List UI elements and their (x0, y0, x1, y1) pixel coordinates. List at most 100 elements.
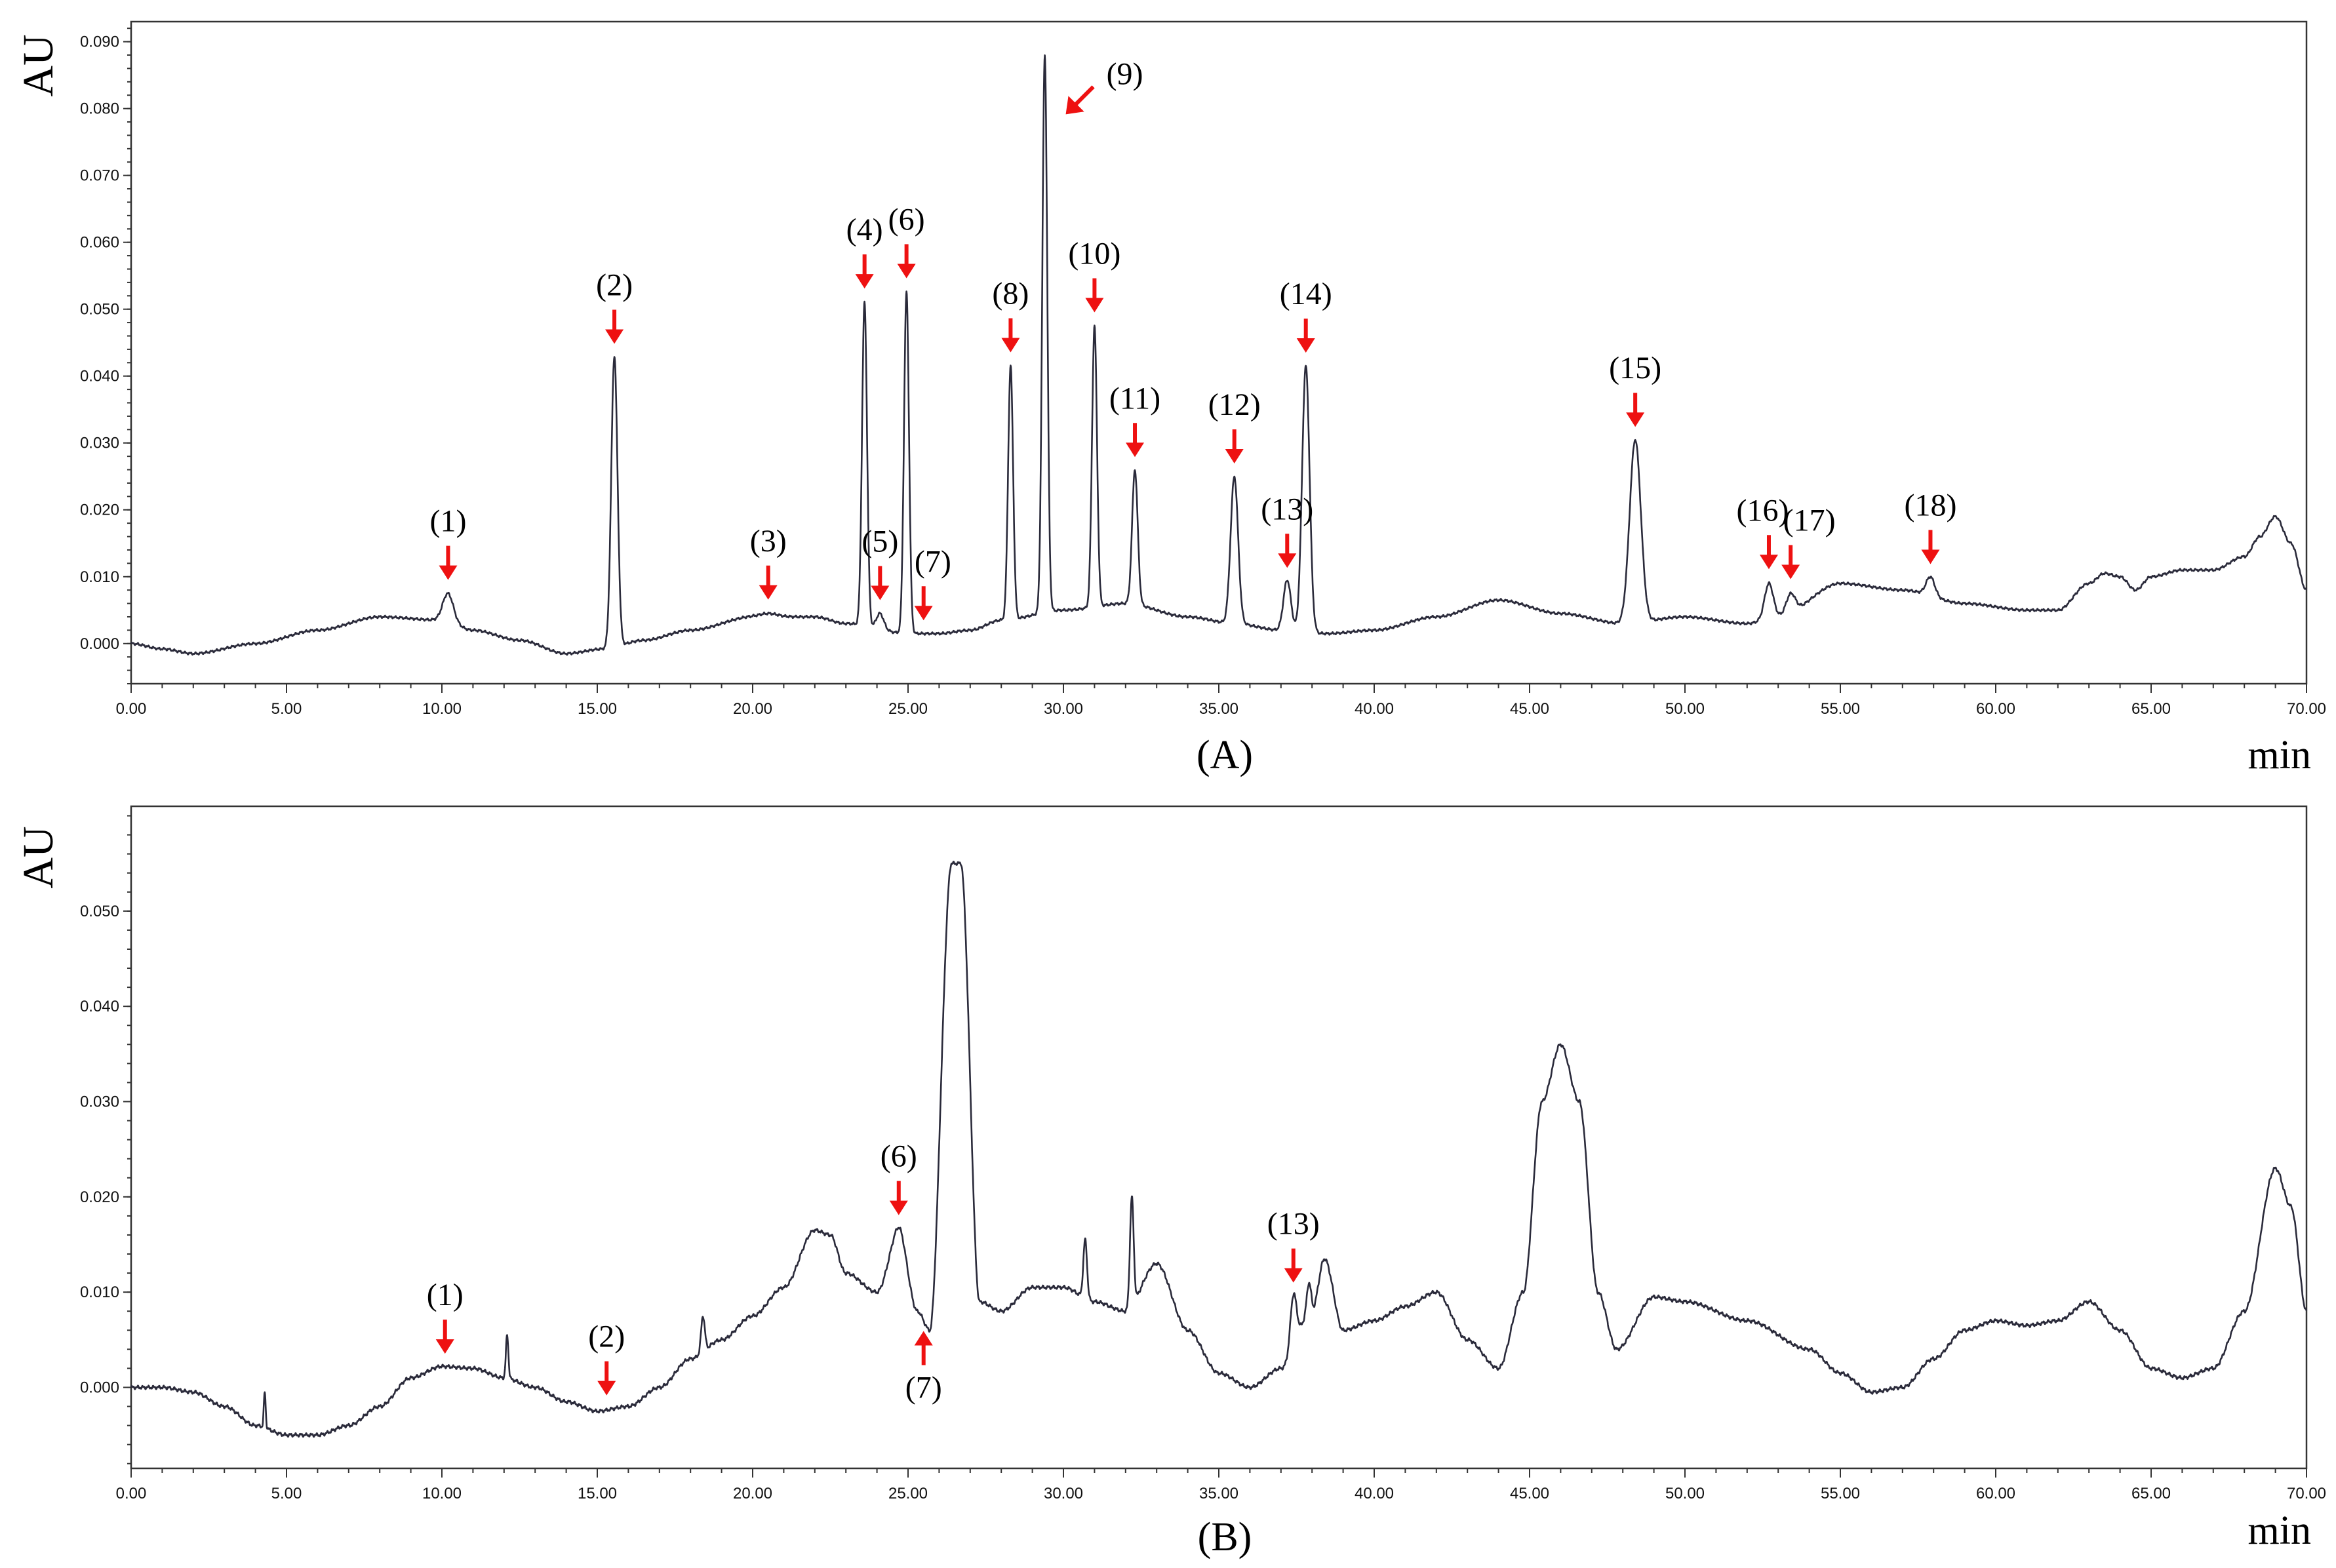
panel-b-x-tick-label: 0.00 (116, 1485, 147, 1502)
panel-b-ticks: 0.00 5.00 10.00 15.00 20.00 25.00 30.00 35.00 40… (80, 815, 2326, 1502)
panel-b-peak-annotations: (1) (2) (6) (7) (13) (427, 1139, 1320, 1405)
panel-b-peak-label: (1) (427, 1278, 464, 1312)
panel-b-y-tick-label: 0.020 (80, 1188, 119, 1206)
panel-a-peak-label: (8) (992, 277, 1029, 311)
panel-b-y-tick-label: 0.050 (80, 903, 119, 920)
panel-b-x-tick-label: 20.00 (733, 1485, 772, 1502)
panel-a-x-tick-label: 45.00 (1510, 700, 1549, 718)
panel-a-peak-arrow-head (1126, 442, 1145, 458)
panel-b-peak-arrow-head (435, 1339, 454, 1354)
panel-a-peak-annotations: (1) (2) (3) (4) (5) (6) (7) (8) (9) (10) (11) (12) (… (429, 56, 1956, 621)
panel-a-peak-arrow-head (1296, 338, 1315, 353)
panel-a-peak-arrow-head (1921, 549, 1940, 564)
panel-a-x-tick-label: 60.00 (1976, 700, 2015, 718)
panel-a-y-tick-label: 0.020 (80, 501, 119, 519)
panel-b-peak-label: (7) (905, 1370, 942, 1405)
panel-a-peak-arrow-head (1626, 412, 1645, 427)
panel-a-ticks: 0.00 5.00 10.00 15.00 20.00 25.00 30.00 35.00 40… (80, 28, 2326, 718)
panel-a-x-tick-label: 0.00 (116, 700, 147, 718)
panel-a-peak-label: (7) (915, 544, 951, 579)
panel-a-x-tick-label: 65.00 (2131, 700, 2171, 718)
panel-a-x-tick-label: 25.00 (888, 700, 928, 718)
panel-a-y-tick-label: 0.050 (80, 301, 119, 319)
panel-a-peak-arrow-head (1065, 96, 1084, 115)
panel-a-x-tick-label: 30.00 (1044, 700, 1083, 718)
panel-a-peak-arrow-head (1781, 564, 1800, 579)
panel-a-x-axis-unit: min (2248, 733, 2311, 777)
panel-b-x-tick-label: 10.00 (422, 1485, 462, 1502)
panel-a-y-tick-label: 0.000 (80, 635, 119, 653)
panel-b-peak-arrow-head (889, 1200, 908, 1215)
panel-a-x-tick-label: 40.00 (1355, 700, 1394, 718)
panel-b-label: (B) (1198, 1515, 1252, 1559)
panel-a-peak-arrow-head (1001, 338, 1020, 353)
panel-a-peak-label: (4) (846, 212, 883, 247)
panel-a-peak-arrow-head (871, 585, 890, 600)
panel-a-x-tick-label: 70.00 (2287, 700, 2326, 718)
panel-a-label: (A) (1197, 733, 1253, 777)
panel-a-peak-arrow-head (1759, 555, 1778, 570)
panel-a-peak-label: (5) (861, 524, 898, 559)
panel-a-peak-label: (9) (1107, 56, 1143, 91)
chromatogram-panel-b: AU (B) min 0.00 5.00 10.00 15.00 20.00 25.00 3… (14, 805, 2326, 1559)
panel-b-x-tick-label: 55.00 (1821, 1485, 1860, 1502)
panel-b-peak-label: (2) (588, 1320, 625, 1354)
panel-b-peak-arrow-head (597, 1381, 616, 1396)
panel-b-x-tick-label: 65.00 (2131, 1485, 2171, 1502)
panel-b-x-tick-label: 50.00 (1665, 1485, 1705, 1502)
panel-a-x-tick-label: 15.00 (578, 700, 617, 718)
panel-a-peak-label: (2) (596, 267, 633, 302)
panel-b-x-tick-label: 70.00 (2287, 1485, 2326, 1502)
panel-a-y-tick-label: 0.040 (80, 368, 119, 385)
panel-a-peak-label: (15) (1609, 351, 1661, 385)
panel-a-peak-arrow-head (1278, 553, 1297, 568)
panel-a-peak-label: (6) (888, 202, 925, 237)
panel-b-y-axis-label: AU (14, 826, 62, 888)
panel-a-peak-label: (1) (429, 504, 466, 539)
panel-b-x-tick-label: 30.00 (1044, 1485, 1083, 1502)
panel-a-peak-label: (12) (1208, 387, 1261, 422)
panel-a-peak-label: (16) (1737, 493, 1789, 528)
panel-b-y-tick-label: 0.010 (80, 1284, 119, 1301)
panel-b-x-tick-label: 25.00 (888, 1485, 928, 1502)
panel-a-y-tick-label: 0.030 (80, 435, 119, 452)
panel-a-peak-label: (18) (1904, 488, 1956, 522)
panel-a-peak-label: (10) (1068, 237, 1120, 271)
panel-a-peak-label: (3) (750, 524, 787, 559)
panel-a-trace-group (130, 54, 2308, 656)
panel-a-x-tick-label: 5.00 (271, 700, 302, 718)
panel-a-y-axis-label: AU (14, 34, 62, 96)
panel-b-x-tick-label: 5.00 (271, 1485, 302, 1502)
panel-b-y-tick-label: 0.040 (80, 998, 119, 1015)
panel-a-x-tick-label: 20.00 (733, 700, 772, 718)
panel-b-peak-label: (13) (1267, 1207, 1320, 1242)
panel-b-chromatogram-trace (130, 861, 2308, 1438)
panel-a-x-tick-label: 35.00 (1199, 700, 1238, 718)
panel-a-y-tick-label: 0.070 (80, 167, 119, 185)
panel-a-x-tick-label: 55.00 (1821, 700, 1860, 718)
panel-a-chromatogram-trace (130, 54, 2308, 656)
panel-b-peak-arrow-head (1284, 1268, 1303, 1283)
panel-a-y-tick-label: 0.060 (80, 234, 119, 252)
panel-b-x-tick-label: 35.00 (1199, 1485, 1238, 1502)
panel-a-x-tick-label: 10.00 (422, 700, 462, 718)
panel-b-x-tick-label: 45.00 (1510, 1485, 1549, 1502)
panel-a-y-tick-label: 0.010 (80, 568, 119, 586)
panel-b-trace-group (130, 861, 2308, 1438)
panel-a-peak-arrow-head (1225, 449, 1244, 464)
panel-a-plot-frame (130, 20, 2308, 685)
panel-a-peak-arrow-head (759, 585, 778, 600)
panel-a-peak-arrow-head (897, 264, 916, 279)
panel-a-x-tick-label: 50.00 (1665, 700, 1705, 718)
panel-b-x-tick-label: 60.00 (1976, 1485, 2015, 1502)
panel-b-x-axis-unit: min (2248, 1508, 2311, 1553)
chromatogram-panel-a: AU (A) min 0.00 5.00 10.00 15.00 20.00 25.00 3… (14, 20, 2326, 777)
panel-b-y-tick-label: 0.000 (80, 1379, 119, 1396)
panel-a-peak-arrow-head (605, 329, 624, 344)
panel-a-peak-arrow-head (1085, 298, 1104, 313)
panel-a-peak-label: (11) (1109, 381, 1160, 416)
panel-a-y-tick-label: 0.090 (80, 33, 119, 51)
panel-b-x-tick-label: 40.00 (1355, 1485, 1394, 1502)
panel-a-peak-arrow-head (855, 274, 874, 289)
